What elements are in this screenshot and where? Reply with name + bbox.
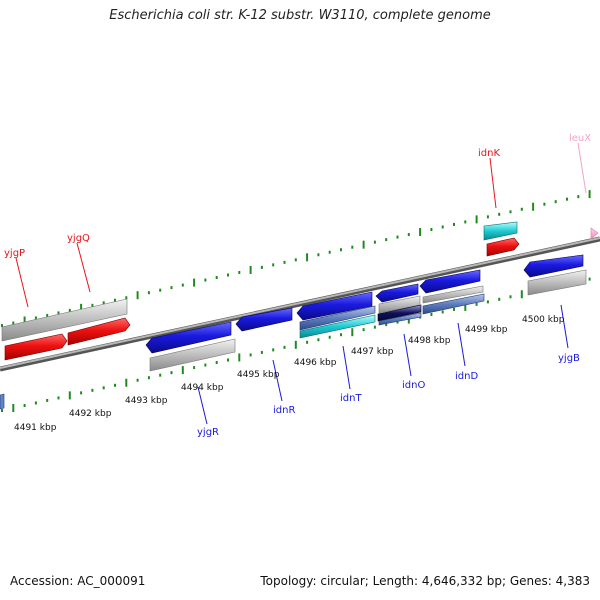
backbone-band bbox=[0, 236, 600, 372]
gene-label-yjgp[interactable]: yjgP bbox=[4, 248, 25, 259]
tick-label: 4494 kbp bbox=[181, 383, 224, 393]
gene-label-yjgb[interactable]: yjgB bbox=[558, 353, 580, 364]
tick-label: 4496 kbp bbox=[294, 358, 337, 368]
gene-arrow[interactable] bbox=[299, 305, 376, 331]
forward-genes bbox=[4, 221, 599, 361]
pseudo-genes bbox=[1, 269, 587, 372]
dotted-ring-lower bbox=[1, 277, 591, 413]
tick-label: 4499 kbp bbox=[465, 325, 508, 335]
gene-arrow[interactable] bbox=[235, 307, 293, 332]
gene-label-idnk[interactable]: idnK bbox=[478, 148, 500, 159]
gene-label-leaders bbox=[15, 142, 587, 425]
dotted-ring-upper bbox=[1, 190, 591, 328]
gene-arrow[interactable] bbox=[486, 237, 520, 257]
gene-arrow[interactable] bbox=[145, 321, 232, 354]
topology-text: Topology: circular; Length: 4,646,332 bp… bbox=[260, 574, 590, 588]
gene-bar[interactable] bbox=[1, 298, 128, 342]
gene-bar[interactable] bbox=[527, 269, 587, 296]
gene-label-yjgr[interactable]: yjgR bbox=[197, 427, 219, 438]
gene-arrow[interactable] bbox=[523, 254, 584, 278]
gene-arrow[interactable] bbox=[296, 291, 373, 321]
gene-bar[interactable] bbox=[422, 285, 484, 304]
gene-label-idnt[interactable]: idnT bbox=[340, 393, 362, 404]
tick-label: 4491 kbp bbox=[14, 423, 57, 433]
tick-label: 4493 kbp bbox=[125, 396, 168, 406]
gene-label-idnd[interactable]: idnD bbox=[455, 371, 478, 382]
gene-arrow[interactable] bbox=[4, 333, 68, 361]
gene-labels: yjgP yjgQ idnK leuX yjgR idnR idnT idnO … bbox=[4, 133, 591, 438]
gene-bar[interactable] bbox=[149, 338, 236, 372]
gene-arrow[interactable] bbox=[422, 293, 485, 315]
gene-arrow[interactable] bbox=[299, 314, 376, 339]
tick-label: 4495 kbp bbox=[237, 370, 280, 380]
accession-text: Accession: AC_000091 bbox=[10, 574, 146, 588]
gene-arrow[interactable] bbox=[378, 312, 422, 326]
reverse-genes bbox=[0, 254, 584, 410]
gene-arrow[interactable] bbox=[483, 221, 518, 241]
gene-arrow[interactable] bbox=[67, 317, 131, 346]
gene-label-idno[interactable]: idnO bbox=[402, 380, 425, 391]
gene-label-yjgq[interactable]: yjgQ bbox=[67, 233, 90, 244]
gene-arrow[interactable] bbox=[375, 283, 419, 303]
tick-label: 4497 kbp bbox=[351, 347, 394, 357]
gene-arrow[interactable] bbox=[0, 393, 5, 410]
gene-label-leux[interactable]: leuX bbox=[569, 133, 591, 144]
gene-label-idnr[interactable]: idnR bbox=[273, 405, 295, 416]
gene-arrow[interactable] bbox=[377, 304, 422, 322]
tick-labels: 4491 kbp 4492 kbp 4493 kbp 4494 kbp 4495… bbox=[14, 315, 565, 433]
map-title: Escherichia coli str. K-12 substr. W3110… bbox=[109, 8, 491, 23]
tick-label: 4500 kbp bbox=[522, 315, 565, 325]
gene-arrow[interactable] bbox=[419, 269, 481, 294]
tick-label: 4498 kbp bbox=[408, 336, 451, 346]
gene-arrow[interactable] bbox=[590, 227, 599, 240]
tick-label: 4492 kbp bbox=[69, 409, 112, 419]
